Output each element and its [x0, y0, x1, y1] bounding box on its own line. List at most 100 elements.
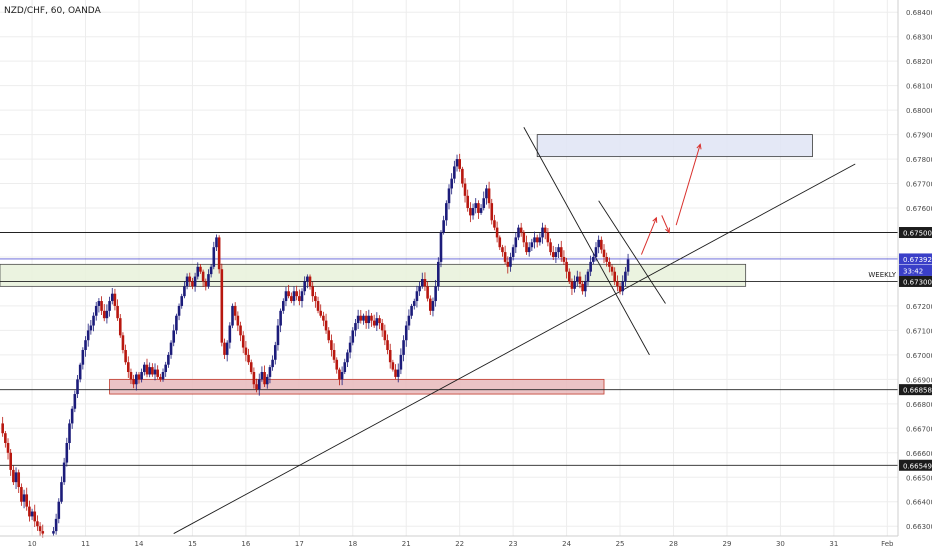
candle-body: [605, 256, 608, 262]
candle-body: [124, 349, 127, 363]
candle-body: [271, 359, 274, 368]
candle-body: [338, 369, 341, 380]
candle-body: [188, 276, 192, 282]
trendline: [523, 127, 650, 356]
candle-body: [4, 433, 7, 443]
candle-body: [503, 252, 507, 262]
candle-body: [38, 526, 42, 532]
candle-body: [388, 349, 392, 363]
price-tag-label: 0.67500: [903, 230, 932, 238]
candle-body: [356, 315, 360, 324]
x-tick-label: 30: [776, 540, 785, 548]
candle-body: [268, 367, 272, 377]
candle-body: [207, 274, 210, 287]
candle-body: [386, 340, 389, 350]
x-tick-label: 21: [402, 540, 411, 548]
candle-body: [233, 305, 237, 316]
candle-body: [193, 276, 197, 287]
horizontal-levels-layer: [0, 232, 898, 466]
candle-body: [527, 247, 531, 253]
candle-body: [137, 374, 141, 380]
candle-body: [322, 315, 325, 321]
support-zone: [109, 378, 605, 395]
candle-body: [153, 369, 157, 375]
candle-body: [557, 247, 560, 253]
candle-body: [231, 305, 234, 326]
candle-body: [624, 271, 627, 282]
candle-body: [519, 227, 523, 233]
candle-body: [169, 342, 173, 355]
candle-body: [600, 239, 603, 250]
candle-body: [562, 256, 566, 262]
candle-body: [94, 305, 98, 316]
candle-body: [332, 349, 336, 360]
candle-body: [100, 301, 103, 311]
candle-body: [319, 310, 323, 316]
candle-body: [185, 276, 189, 287]
x-tick-label: 24: [562, 540, 571, 548]
candle-body: [73, 394, 77, 409]
candle-body: [14, 472, 18, 483]
candle-body: [9, 452, 12, 470]
x-tick-label: 29: [722, 540, 731, 548]
candle-body: [543, 227, 547, 233]
trendlines-layer: [173, 127, 856, 534]
candle-body: [428, 298, 432, 311]
candle-body: [113, 293, 117, 306]
candle-body: [469, 208, 472, 216]
candle-body: [420, 279, 424, 287]
time-axis[interactable]: 10 11 14 15 16 17 18 21 22 23 24 25 28 29 30 31 Feb: [0, 535, 898, 548]
candle-body: [244, 347, 248, 355]
price-tag-bg: [899, 275, 932, 287]
chart-title: NZD/CHF, 60, OANDA: [4, 6, 102, 16]
x-tick-label: 18: [348, 540, 357, 548]
candle-body: [33, 511, 37, 522]
candle-body: [525, 242, 528, 253]
candle-body: [175, 315, 178, 331]
candle-body: [493, 220, 496, 228]
candle-body: [586, 271, 590, 282]
candle-body: [57, 501, 61, 519]
candle-body: [167, 354, 170, 365]
weekly-zone: [0, 263, 747, 287]
candle-body: [20, 487, 23, 502]
candle-body: [247, 354, 250, 363]
candle-body: [295, 291, 298, 297]
candle-body: [311, 286, 314, 297]
candle-body: [241, 335, 245, 348]
x-tick-label: 28: [669, 540, 678, 548]
candle-body: [511, 247, 515, 257]
candles-layer: [1, 153, 630, 538]
candle-body: [196, 266, 200, 277]
candle-body: [370, 315, 373, 321]
candle-body: [367, 315, 371, 324]
x-tick-label: Feb: [881, 540, 894, 548]
candle-body: [554, 252, 558, 257]
candle-body: [60, 482, 63, 502]
price-tag-bg: [899, 253, 932, 265]
candle-body: [201, 271, 205, 282]
candle-body: [129, 372, 133, 380]
candle-body: [380, 323, 384, 331]
candle-body: [575, 276, 579, 282]
candle-body: [463, 183, 467, 196]
candle-body: [177, 305, 181, 316]
candle-body: [551, 252, 555, 257]
candle-body: [314, 296, 317, 302]
candle-body: [506, 261, 510, 267]
arrows-layer: [640, 143, 702, 255]
price-tag-bg: [899, 227, 932, 239]
projection-arrow-head: [652, 216, 658, 223]
candle-body: [183, 286, 186, 297]
candle-body: [490, 203, 494, 221]
